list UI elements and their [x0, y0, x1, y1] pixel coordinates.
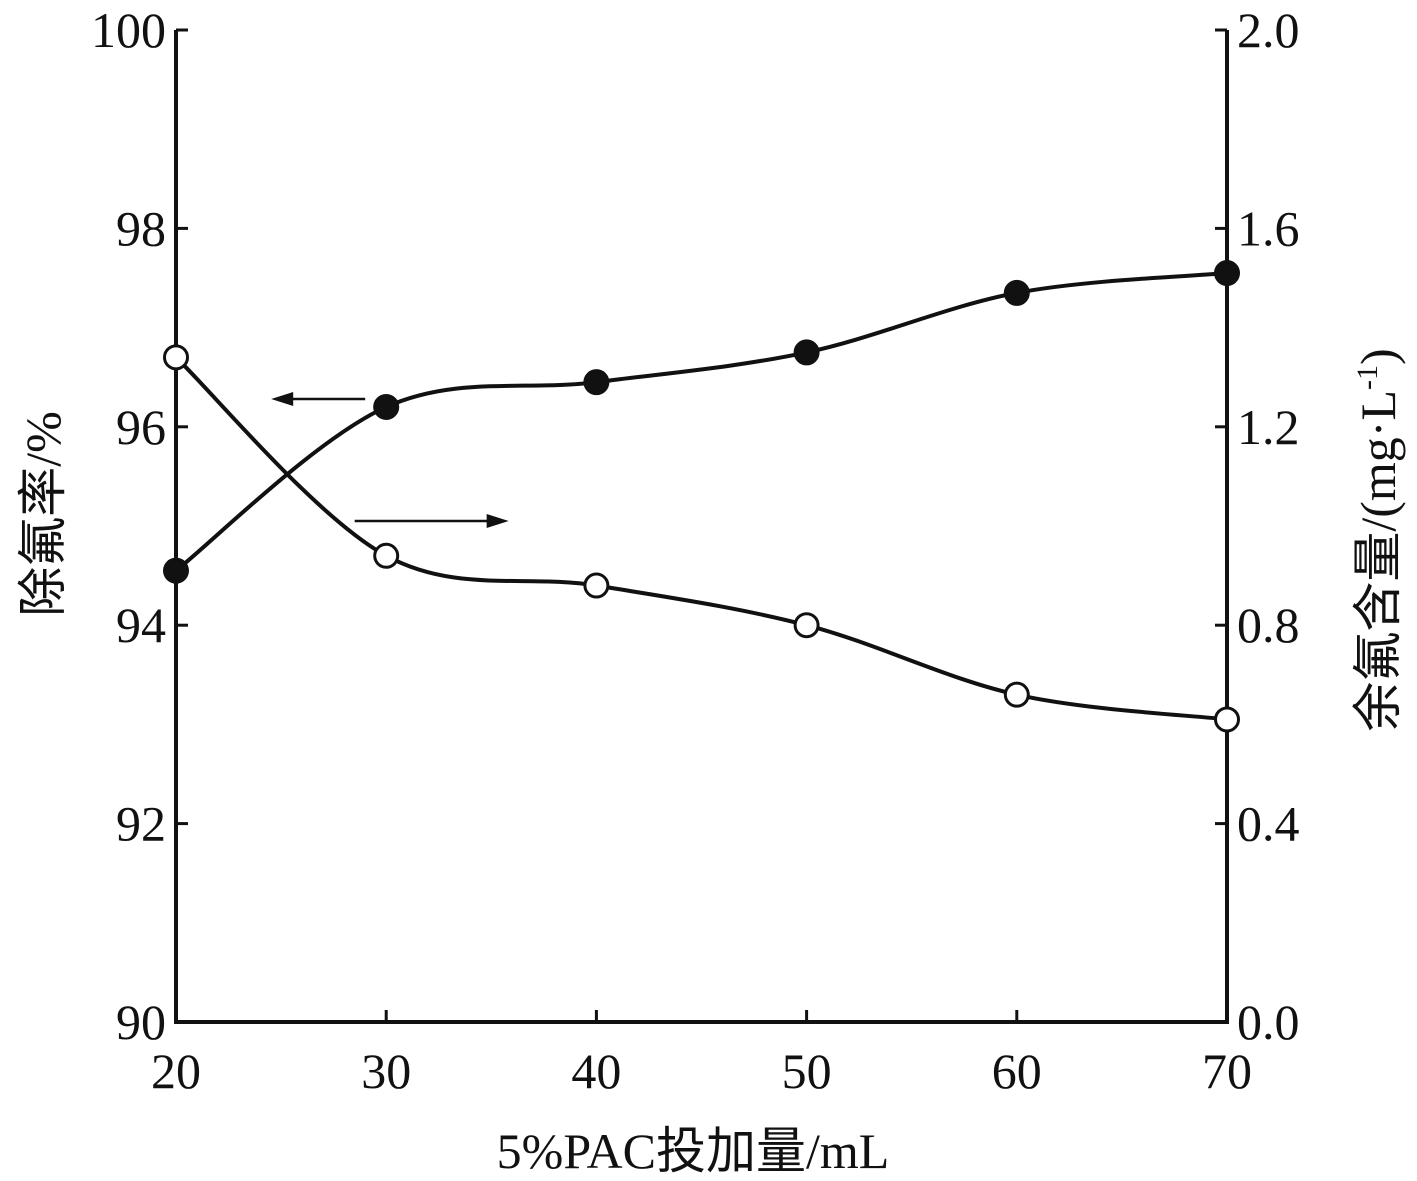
data-point-open	[793, 612, 820, 639]
x-tick-label: 30	[361, 1043, 411, 1099]
y-left-tick-label: 90	[116, 994, 166, 1050]
series-line-residual-fluoride	[174, 355, 1228, 722]
data-point-filled	[163, 557, 189, 584]
y-right-tick-label: 0.8	[1237, 597, 1300, 653]
data-point-open	[163, 344, 189, 371]
arrowhead-right	[486, 514, 509, 529]
y-axis-right-title-sup: -1	[1351, 365, 1384, 390]
y-axis-right-title: 余氟含量/(mg·L-1)	[1350, 348, 1406, 731]
y-left-tick-label: 96	[116, 399, 166, 455]
series-line-removal-rate	[174, 271, 1228, 573]
y-right-tick-label: 0.0	[1237, 994, 1300, 1050]
y-left-tick-label: 98	[116, 200, 166, 256]
x-tick-label: 70	[1202, 1043, 1252, 1099]
annotations	[271, 392, 509, 529]
x-tick-label: 60	[992, 1043, 1042, 1099]
y-right-tick-label: 1.6	[1237, 200, 1300, 256]
axes	[174, 30, 1229, 1024]
x-tick-label: 50	[782, 1043, 832, 1099]
y-right-tick-label: 2.0	[1237, 2, 1300, 58]
data-point-open	[583, 572, 610, 599]
ticks: 20 30 40 50 60 70 90 92 94 96 98 100 0.0 0.4 0.8 1.2 1.6…	[91, 2, 1300, 1099]
y-right-tick-label: 1.2	[1237, 399, 1300, 455]
data-point-open	[1003, 681, 1030, 708]
y-left-tick-label: 100	[91, 2, 166, 58]
y-left-tick-label: 94	[116, 597, 166, 653]
data-point-open	[373, 542, 400, 569]
data-point-open	[1214, 706, 1240, 733]
data-point-filled	[583, 369, 610, 396]
x-tick-label: 20	[151, 1043, 201, 1099]
data-point-filled	[1003, 279, 1030, 306]
y-axis-right-title-close: )	[1350, 348, 1406, 365]
x-axis-title: 5%PAC投加量/mL	[497, 1123, 890, 1179]
data-point-filled	[793, 339, 820, 366]
data-point-filled	[373, 393, 400, 420]
y-axis-right-title-main: 余氟含量/(mg·L	[1350, 390, 1406, 732]
y-left-tick-label: 92	[116, 796, 166, 852]
data-point-filled	[1214, 260, 1240, 287]
arrowhead-left	[271, 392, 294, 407]
x-tick-label: 40	[571, 1043, 621, 1099]
y-right-tick-label: 0.4	[1237, 796, 1300, 852]
y-axis-left-title: 除氟率/%	[15, 411, 71, 617]
series	[163, 260, 1240, 733]
